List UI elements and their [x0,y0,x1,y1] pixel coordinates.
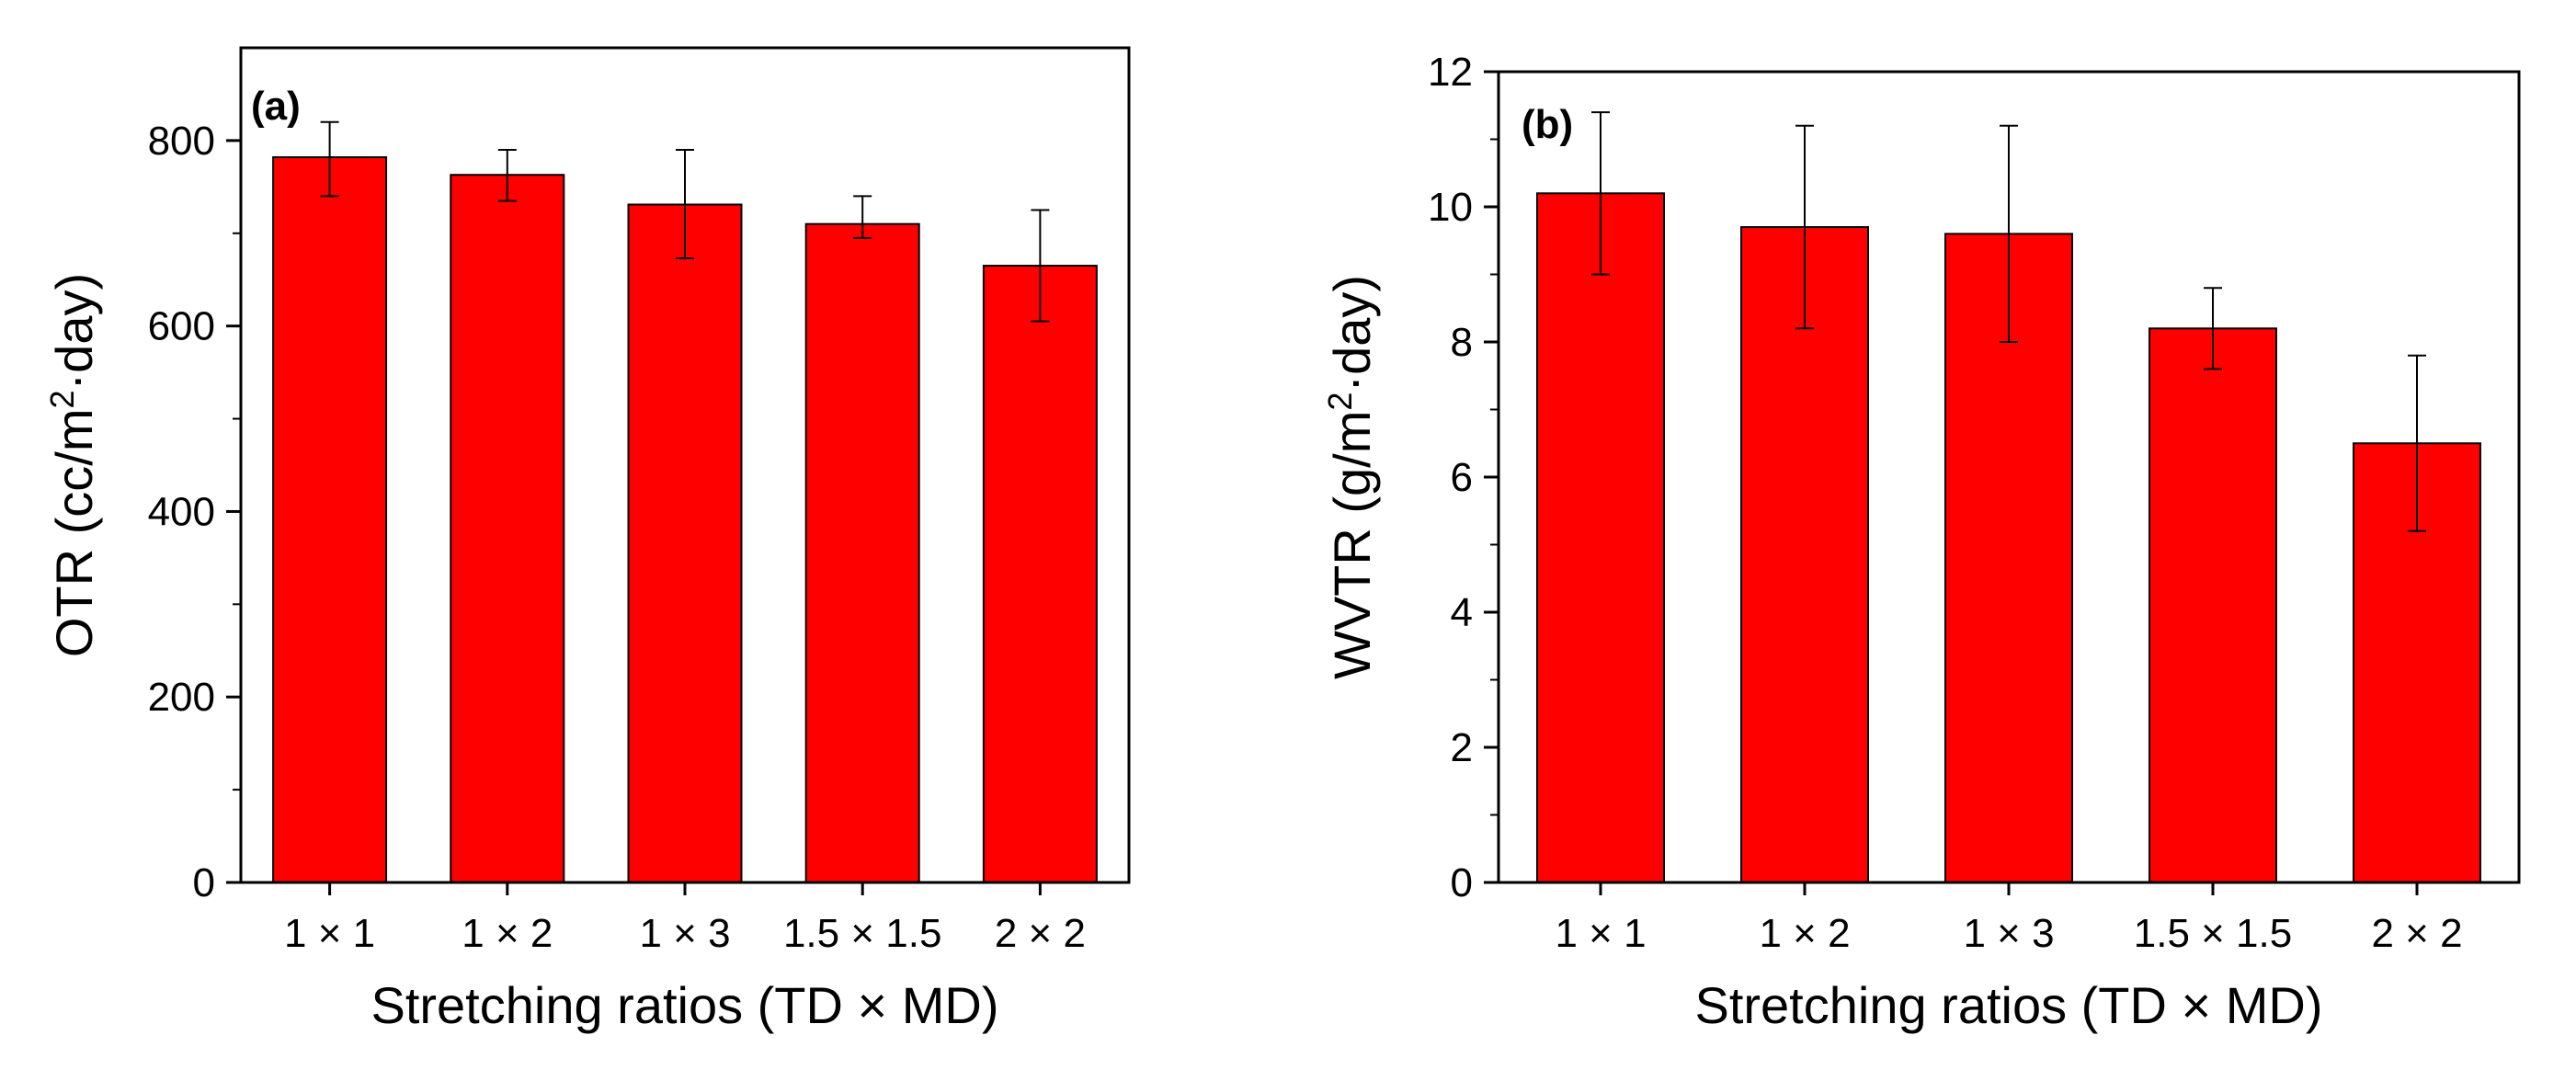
y-tick-label: 8 [1451,320,1473,365]
y-axis-label-tail: ·day) [1323,275,1381,393]
bar [272,156,388,883]
x-tick-label: 2 × 2 [2371,911,2462,956]
bar [627,203,743,884]
bar [1740,226,1869,884]
y-axis-label-superscript: 2 [1321,393,1359,411]
y-axis-label-tail: ·day) [45,273,103,391]
y-tick-label: 0 [193,860,215,905]
x-tick-label: 1 × 3 [1963,911,2054,956]
y-tick-label: 12 [1428,50,1473,95]
y-tick-label: 800 [148,119,215,164]
y-axis-label-main: WVTR (g/m [1323,411,1381,679]
bar [1536,192,1665,884]
y-axis-label: OTR (cc/m2·day) [43,273,103,657]
y-tick-label: 4 [1451,590,1473,635]
x-axis-label: Stretching ratios (TD × MD) [370,976,998,1034]
y-tick-label: 400 [148,489,215,534]
bar [804,222,920,883]
bar [450,174,565,883]
bar [2149,327,2277,883]
y-tick-label: 6 [1451,455,1473,500]
y-axis-label-main: OTR (cc/m [45,409,103,658]
x-tick-label: 1 × 1 [1555,911,1646,956]
panel-b: 0 2 4 6 8 10 12 1 × 1 1 × 2 1 × 3 1.5 × 1.5 2 × 2 St… [1321,50,2521,1034]
y-tick-label: 0 [1451,860,1473,905]
x-tick-label: 1 × 2 [1759,911,1850,956]
panel-label: (b) [1522,102,1573,147]
panel-label: (a) [251,84,301,129]
x-tick-label: 2 × 2 [995,911,1086,956]
bar [982,265,1098,884]
y-tick-label: 200 [148,675,215,720]
x-tick-label: 1 × 2 [462,911,553,956]
x-axis-label: Stretching ratios (TD × MD) [1694,976,2322,1034]
x-tick-label: 1 × 3 [639,911,730,956]
y-tick-label: 600 [148,304,215,349]
y-tick-label: 2 [1451,725,1473,770]
x-tick-label: 1.5 × 1.5 [2134,911,2292,956]
x-tick-label: 1 × 1 [284,911,375,956]
panel-a: 0 200 400 600 800 1 × 1 1 × 2 1 × 3 1.5 × 1.5 2 ×… [43,46,1131,1034]
y-axis-label-superscript: 2 [43,390,81,408]
y-tick-label: 10 [1428,185,1473,230]
y-axis-label: WVTR (g/m2·day) [1321,275,1381,679]
x-tick-label: 1.5 × 1.5 [783,911,941,956]
